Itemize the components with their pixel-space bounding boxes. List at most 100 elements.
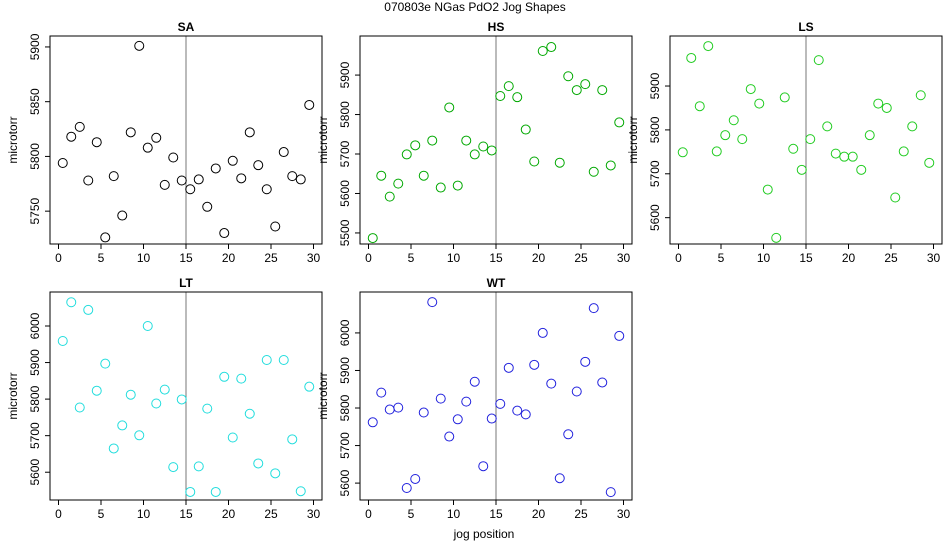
plot-frame [669,35,943,245]
y-tick-label: 5750 [28,197,42,224]
point [554,473,565,484]
point [822,121,833,132]
point [367,233,378,244]
point [295,174,306,185]
x-tick-label: 5 [98,507,105,521]
point [771,232,782,243]
y-tick-label: 5800 [648,116,662,143]
point [435,182,446,193]
y-axis-label: microtorr [316,116,330,163]
point [546,378,557,389]
y-tick-label: 5900 [338,357,352,384]
point [881,102,892,113]
x-tick-label: 10 [447,507,461,521]
plot-frame [359,291,633,501]
point [236,373,247,384]
point [469,149,480,160]
point [597,85,608,96]
point [278,354,289,365]
panel-title: LT [179,276,193,290]
point [779,92,790,103]
y-tick-label: 6000 [28,312,42,339]
point [418,170,429,181]
point [571,85,582,96]
point [401,482,412,493]
point [210,163,221,174]
point [193,461,204,472]
point [244,408,255,419]
point [100,358,111,369]
point [176,175,187,186]
point [605,487,616,498]
point [546,42,557,53]
point [227,432,238,443]
point [762,184,773,195]
point [478,141,489,152]
plot-frame [49,291,323,501]
x-tick-label: 15 [799,251,813,265]
point [830,148,841,159]
point [444,431,455,442]
point [367,417,378,428]
x-tick-label: 30 [617,251,631,265]
point [244,127,255,138]
point [588,303,599,314]
point [520,124,531,135]
point [117,210,128,221]
point [287,171,298,182]
point [728,115,739,126]
point [915,90,926,101]
point [304,381,315,392]
point [384,191,395,202]
y-axis-label: microtorr [6,372,20,419]
point [907,121,918,132]
point [185,184,196,195]
point [512,92,523,103]
y-tick-label: 5800 [28,385,42,412]
point [554,157,565,168]
y-tick-label: 5800 [28,143,42,170]
point [202,403,213,414]
point [495,398,506,409]
point [864,130,875,141]
point [261,354,272,365]
point [571,386,582,397]
point [393,178,404,189]
point [83,304,94,315]
point [537,327,548,338]
point [57,335,68,346]
point [66,131,77,142]
point [376,170,387,181]
point [529,156,540,167]
point [520,409,531,420]
x-axis-label: jog position [453,527,515,541]
x-tick-label: 15 [489,507,503,521]
point [376,387,387,398]
point [125,127,136,138]
point [745,84,756,95]
point [597,377,608,388]
point [159,179,170,190]
point [304,99,315,110]
x-tick-label: 10 [447,251,461,265]
point [839,151,850,162]
point [227,155,238,166]
x-tick-label: 20 [532,251,546,265]
y-axis-label: microtorr [6,116,20,163]
point [427,297,438,308]
x-tick-label: 25 [264,251,278,265]
point [168,152,179,163]
point [270,221,281,232]
point [614,117,625,128]
plot-frame [359,35,633,245]
point [278,147,289,158]
x-tick-label: 15 [179,251,193,265]
x-tick-label: 15 [489,251,503,265]
point [461,396,472,407]
point [720,130,731,141]
x-tick-label: 20 [222,251,236,265]
point [737,134,748,145]
y-tick-label: 5900 [28,33,42,60]
point [478,461,489,472]
